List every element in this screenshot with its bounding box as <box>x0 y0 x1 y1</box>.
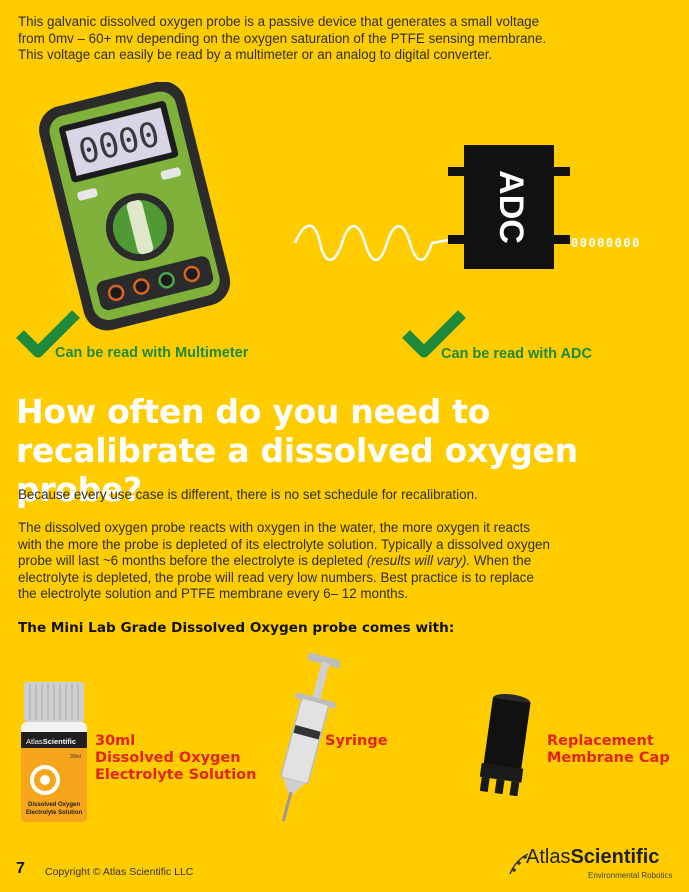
syringe-label: Syringe <box>325 733 388 749</box>
recalibration-details: The dissolved oxygen probe reacts with o… <box>18 520 578 603</box>
adc-label: ADC <box>492 170 530 244</box>
membrane-cap-image <box>479 693 531 797</box>
item-label-line: 30ml <box>95 733 136 749</box>
logo-mark-icon <box>509 853 529 875</box>
details-line: with the more the probe is depleted of i… <box>18 536 550 552</box>
syringe-image <box>280 652 340 822</box>
svg-text:Dissolved Oxygen: Dissolved Oxygen <box>28 802 80 808</box>
intro-line: from 0mv – 60+ mv depending on the oxyge… <box>18 30 547 46</box>
item-label-line: Electrolyte Solution <box>95 767 257 783</box>
check-icon <box>402 310 466 358</box>
page-number: 7 <box>16 860 25 877</box>
recalibration-summary: Because every use case is different, the… <box>18 487 478 502</box>
atlas-scientific-logo: AtlasScientific Environmental Robotics <box>508 846 678 882</box>
intro-paragraph: This galvanic dissolved oxygen probe is … <box>18 14 578 64</box>
electrolyte-label: 30ml Dissolved Oxygen Electrolyte Soluti… <box>95 733 256 784</box>
item-label-line: Dissolved Oxygen <box>95 750 241 766</box>
comes-with-heading: The Mini Lab Grade Dissolved Oxygen prob… <box>18 620 455 636</box>
svg-text:Electrolyte Solution: Electrolyte Solution <box>26 810 83 816</box>
item-label-line: Replacement <box>547 733 654 749</box>
details-italic: (results will vary). <box>366 553 471 568</box>
svg-text:AtlasScientific: AtlasScientific <box>26 737 76 746</box>
check-icon <box>16 310 80 358</box>
electrolyte-bottle-image: AtlasScientific 30ml Dissolved Oxygen El… <box>21 682 87 822</box>
details-line: electrolyte is depleted, the probe will … <box>18 569 534 585</box>
logo-wordmark: AtlasScientific <box>526 846 660 868</box>
intro-line: This voltage can easily be read by a mul… <box>18 47 493 62</box>
details-text: probe will last ~6 months before the ele… <box>18 553 367 568</box>
check-adc-label: Can be read with ADC <box>441 346 592 362</box>
intro-line: This galvanic dissolved oxygen probe is … <box>18 14 540 29</box>
heading-line: How often do you need to <box>16 392 490 431</box>
check-multimeter-label: Can be read with Multimeter <box>55 345 249 361</box>
section-heading: How often do you need to recalibrate a d… <box>16 392 676 509</box>
copyright: Copyright © Atlas Scientific LLC <box>45 866 194 878</box>
adc-illustration: ADC 00000000 <box>293 145 641 269</box>
item-label-line: Membrane Cap <box>547 750 670 766</box>
logo-tagline: Environmental Robotics <box>588 871 673 880</box>
details-line: the electrolyte solution and PTFE membra… <box>18 586 409 601</box>
details-line: probe will last ~6 months before the ele… <box>18 553 578 570</box>
details-line: The dissolved oxygen probe reacts with o… <box>18 520 531 535</box>
svg-text:30ml: 30ml <box>70 754 81 760</box>
adc-bits: 00000000 <box>571 236 641 250</box>
heading-line: recalibrate a dissolved oxygen probe? <box>16 431 578 509</box>
details-text: When the <box>470 553 532 568</box>
membrane-cap-label: Replacement Membrane Cap <box>547 733 670 767</box>
multimeter-illustration: 0000 <box>39 82 231 331</box>
